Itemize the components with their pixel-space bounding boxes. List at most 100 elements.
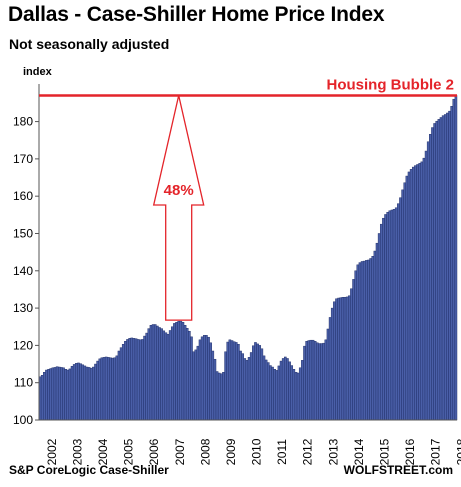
chart-bar — [286, 358, 289, 421]
chart-bar — [252, 345, 255, 421]
chart-bar — [211, 350, 215, 421]
y-tick-label: 140 — [13, 264, 33, 278]
x-tick-label: 2015 — [378, 438, 392, 465]
chart-bar — [202, 335, 206, 421]
chart-bar — [397, 203, 400, 421]
chart-bar — [266, 362, 270, 421]
chart-bar — [345, 296, 349, 421]
chart-bar — [132, 338, 136, 421]
chart-bar — [365, 260, 368, 421]
x-tick-label: 2018 — [454, 438, 461, 465]
chart-bar — [269, 365, 272, 421]
x-tick-label: 2013 — [326, 438, 340, 465]
chart-bar — [81, 364, 85, 421]
source-label: S&P CoreLogic Case-Shiller — [9, 463, 169, 477]
chart-bar — [181, 322, 185, 421]
chart-bar — [119, 347, 123, 421]
chart-bar — [424, 150, 428, 421]
chart-bar — [354, 270, 357, 421]
chart-bar — [311, 339, 315, 421]
chart-bar — [450, 106, 453, 421]
chart-bar — [213, 358, 217, 421]
chart-bar — [245, 360, 249, 421]
chart-bar — [43, 372, 46, 421]
chart-bar — [371, 256, 375, 421]
chart-bar — [237, 344, 240, 421]
x-tick-label: 2008 — [198, 438, 212, 465]
chart-bar — [83, 365, 87, 421]
chart-bar — [188, 330, 191, 421]
chart-bar — [45, 369, 48, 421]
chart-bar — [288, 361, 291, 421]
chart-bar — [441, 115, 445, 421]
chart-bar — [405, 175, 409, 421]
chart-bar — [183, 325, 187, 421]
chart-bar — [454, 95, 458, 421]
x-tick-label: 2011 — [275, 439, 289, 465]
chart-bar — [335, 298, 338, 421]
reference-line-label: Housing Bubble 2 — [327, 76, 455, 93]
chart-bar — [102, 357, 106, 421]
chart-bar — [168, 330, 172, 421]
chart-bar — [79, 363, 82, 421]
chart-bar — [220, 373, 223, 421]
chart-bar — [134, 338, 138, 421]
chart-bar — [75, 363, 78, 421]
chart-bar — [64, 369, 67, 421]
chart-bar — [401, 189, 404, 421]
chart-bar — [362, 260, 366, 421]
chart-bar — [264, 359, 268, 421]
brand-label: WOLFSTREET.com — [343, 463, 453, 477]
y-tick-label: 110 — [14, 376, 33, 390]
chart-bar — [68, 368, 72, 421]
y-tick-label: 130 — [13, 301, 33, 315]
chart-bar — [394, 207, 398, 421]
chart-bar — [207, 336, 210, 421]
chart-bar — [158, 327, 161, 421]
chart-bar — [437, 119, 441, 421]
chart-bar — [318, 343, 321, 421]
chart-bar — [128, 338, 131, 421]
chart-bar — [145, 332, 148, 421]
chart-bar — [290, 365, 294, 421]
arrow-up-icon — [152, 95, 205, 321]
chart-bar — [111, 357, 114, 421]
chart-bar — [173, 323, 176, 421]
chart-bar — [224, 351, 227, 421]
chart-bar — [373, 250, 377, 421]
chart-bar — [343, 297, 347, 421]
chart-bar — [279, 360, 283, 421]
chart-bar — [429, 134, 432, 421]
chart-bar — [62, 367, 65, 421]
chart-bar — [66, 369, 70, 421]
chart-title: Dallas - Case-Shiller Home Price Index — [8, 3, 385, 26]
chart-bar — [222, 372, 225, 421]
x-tick-label: 2002 — [45, 438, 59, 465]
chart-bar — [341, 297, 345, 421]
chart-bar — [422, 157, 426, 421]
chart-bar — [94, 363, 97, 421]
chart-bar — [89, 367, 93, 421]
chart-bar — [109, 357, 112, 421]
chart-bar — [205, 335, 208, 421]
chart-bar — [104, 356, 108, 421]
chart-subtitle: Not seasonally adjusted — [9, 36, 170, 52]
chart-bar — [230, 340, 234, 421]
x-tick-label: 2016 — [403, 438, 417, 465]
x-tick-label: 2017 — [429, 438, 443, 465]
chart-bar — [435, 120, 439, 421]
chart-bar — [275, 370, 279, 421]
chart-bar — [356, 264, 360, 421]
chart-bar — [249, 352, 253, 421]
chart-bar — [399, 197, 402, 421]
chart-bar — [307, 340, 311, 421]
chart-bar — [72, 364, 76, 421]
chart-bar — [243, 358, 247, 421]
x-tick-label: 2003 — [70, 438, 84, 465]
y-tick-label: 100 — [13, 413, 33, 427]
chart-bar — [141, 339, 144, 421]
chart-bar — [339, 297, 343, 421]
chart-bar — [360, 261, 364, 421]
y-tick-label: 180 — [13, 115, 33, 129]
chart-bar — [53, 367, 57, 421]
